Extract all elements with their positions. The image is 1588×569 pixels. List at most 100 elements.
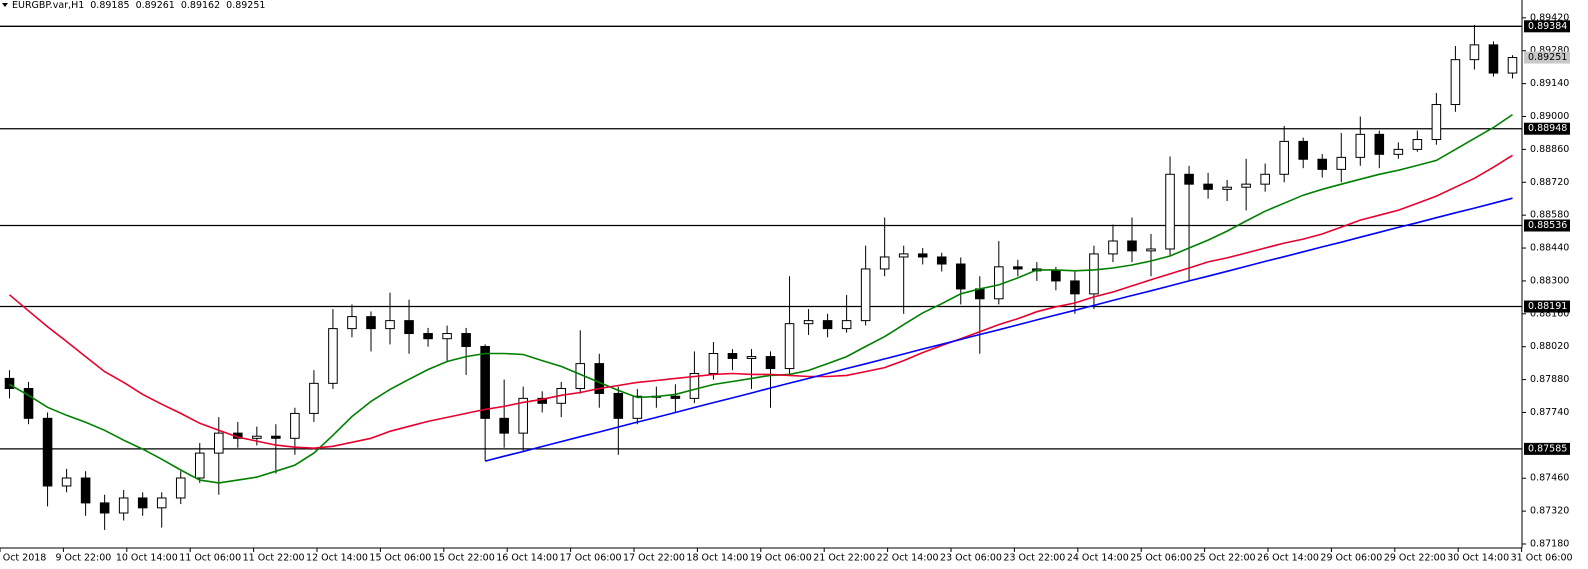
candle-body bbox=[1412, 139, 1423, 150]
x-tick-label: 9 Oct 22:00 bbox=[55, 553, 111, 564]
level-label: 0.87585 bbox=[1528, 443, 1567, 454]
candle-body bbox=[1393, 148, 1404, 155]
x-tick-label: 22 Oct 14:00 bbox=[877, 553, 939, 564]
y-tick-label: 0.88160 bbox=[1530, 308, 1569, 319]
price-scale: 0.89420 0.89280 0.89140 0.89000 0.88860 0.887… bbox=[1522, 12, 1570, 550]
candle-body bbox=[1374, 133, 1385, 155]
level-label-box bbox=[1524, 300, 1570, 313]
y-tick-label: 0.88720 bbox=[1530, 177, 1569, 188]
candle-body bbox=[1469, 44, 1480, 61]
candle-body bbox=[156, 497, 167, 509]
candle-body bbox=[23, 388, 34, 419]
candle-body bbox=[689, 372, 700, 399]
candle-body bbox=[898, 253, 909, 258]
candle-body bbox=[803, 320, 814, 325]
candle-body bbox=[727, 353, 738, 359]
x-tick-label: 30 Oct 14:00 bbox=[1447, 553, 1509, 564]
candle-body bbox=[99, 502, 110, 514]
candle-body bbox=[1317, 158, 1328, 170]
x-tick-label: 12 Oct 14:00 bbox=[306, 553, 368, 564]
candle-body bbox=[1336, 156, 1347, 170]
y-tick-label: 0.89000 bbox=[1530, 111, 1569, 122]
x-tick-label: 21 Oct 22:00 bbox=[813, 553, 875, 564]
y-tick-label: 0.87320 bbox=[1530, 506, 1569, 517]
candle-body bbox=[1222, 186, 1232, 190]
x-tick-label: 25 Oct 22:00 bbox=[1194, 553, 1256, 564]
candle-body bbox=[42, 417, 53, 487]
x-tick-label: 17 Oct 22:00 bbox=[623, 553, 685, 564]
candle-body bbox=[404, 320, 414, 335]
candle-body bbox=[328, 328, 338, 384]
candle-body bbox=[994, 266, 1004, 300]
candle-body bbox=[1488, 44, 1499, 74]
level-label: 0.89384 bbox=[1528, 21, 1567, 32]
candle-body bbox=[61, 477, 72, 487]
level-label: 0.88536 bbox=[1528, 220, 1567, 231]
x-tick-label: 15 Oct 06:00 bbox=[369, 553, 431, 564]
y-tick-label: 0.89420 bbox=[1530, 12, 1569, 23]
candle-body bbox=[194, 452, 205, 479]
candle-body bbox=[594, 363, 605, 394]
x-tick-label: 15 Oct 22:00 bbox=[433, 553, 495, 564]
candle-body bbox=[822, 320, 833, 330]
candle-body bbox=[461, 333, 471, 347]
candle-body bbox=[917, 253, 928, 258]
candle-body bbox=[841, 320, 852, 330]
y-tick-label: 0.89280 bbox=[1530, 45, 1569, 56]
x-tick-label: 29 Oct 22:00 bbox=[1384, 553, 1446, 564]
y-tick-label: 0.87880 bbox=[1530, 374, 1569, 385]
menu-triangle bbox=[2, 3, 8, 7]
candle-body bbox=[1279, 140, 1289, 175]
y-tick-label: 0.88020 bbox=[1530, 341, 1569, 352]
candle-body bbox=[1450, 59, 1461, 106]
candle-body bbox=[879, 256, 890, 270]
y-tick-label: 0.88300 bbox=[1530, 275, 1569, 286]
candle-body bbox=[936, 256, 947, 265]
candle-body bbox=[1165, 173, 1175, 250]
candle-body bbox=[1089, 253, 1099, 295]
candle-body bbox=[613, 392, 624, 419]
x-tick-label: 26 Oct 14:00 bbox=[1257, 553, 1319, 564]
candle-body bbox=[1260, 173, 1270, 185]
candle-body bbox=[137, 497, 148, 509]
level-label-box bbox=[1524, 20, 1570, 33]
candle-body bbox=[1146, 248, 1156, 252]
y-tick-label: 0.88860 bbox=[1530, 144, 1569, 155]
candle-body bbox=[175, 477, 186, 499]
level-label-box bbox=[1524, 122, 1570, 135]
x-tick-label: 10 Oct 14:00 bbox=[116, 553, 178, 564]
x-tick-label: 24 Oct 14:00 bbox=[1067, 553, 1129, 564]
candle-body bbox=[1013, 266, 1023, 270]
symbol-title: EURGBP.var,H1 bbox=[12, 0, 84, 11]
candle-body bbox=[746, 356, 757, 359]
x-tick-label: 11 Oct 06:00 bbox=[179, 553, 241, 564]
header: EURGBP.var,H1 0.89185 0.89261 0.89162 0.8925… bbox=[2, 0, 265, 11]
candle-body bbox=[1203, 183, 1213, 190]
candle-body bbox=[632, 395, 643, 419]
candle-body bbox=[784, 323, 795, 370]
x-tick-label: 31 Oct 06:00 bbox=[1511, 553, 1573, 564]
header-value: 0.89251 bbox=[226, 0, 265, 11]
candle-body bbox=[271, 435, 281, 439]
level-label: 0.88948 bbox=[1528, 123, 1567, 134]
candle-body bbox=[860, 268, 871, 322]
candle-body bbox=[347, 316, 357, 330]
candle-body bbox=[480, 345, 490, 419]
candle-body bbox=[1431, 104, 1442, 141]
candle-body bbox=[1070, 280, 1080, 295]
candle-body bbox=[1051, 270, 1061, 282]
candle-body bbox=[4, 377, 15, 390]
candle-body bbox=[765, 356, 776, 370]
candle-body bbox=[518, 397, 528, 434]
candle-body bbox=[309, 382, 319, 414]
candle-body bbox=[214, 432, 224, 454]
header-value: 0.89185 bbox=[90, 0, 129, 11]
x-tick-label: 11 Oct 22:00 bbox=[243, 553, 305, 564]
candle-body bbox=[118, 497, 129, 514]
x-tick-label: 29 Oct 06:00 bbox=[1320, 553, 1382, 564]
x-tick-label: 19 Oct 06:00 bbox=[750, 553, 812, 564]
candle-body bbox=[80, 477, 91, 504]
indicator-line bbox=[8, 154, 1513, 450]
